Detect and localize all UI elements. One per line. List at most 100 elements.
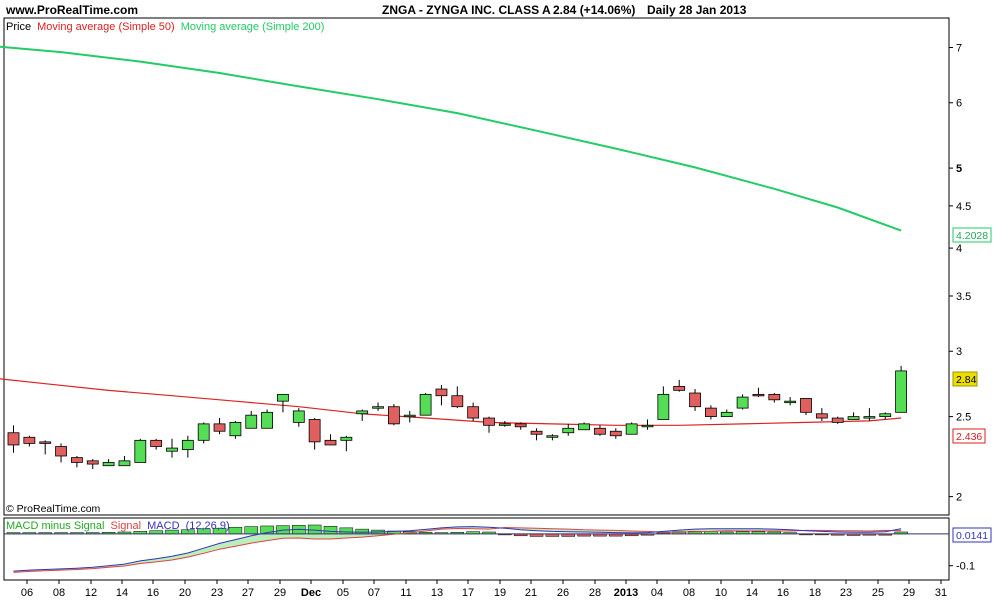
x-tick-label: 26 [557,587,569,599]
candle-body [641,424,654,428]
candle-body [689,392,701,408]
candle-body [625,423,638,435]
candle-body [181,439,194,451]
candle-body [435,388,448,397]
price-y-tick-label: 7 [956,42,962,54]
candle-body [800,398,812,413]
x-tick-label: 28 [589,587,601,599]
x-tick-label: Dec [301,587,321,599]
candle-body [657,393,670,420]
x-tick-label: 20 [179,587,191,599]
ma200-line [0,45,902,232]
candle-body [134,439,147,463]
x-tick-label: 29 [274,587,286,599]
candle-body [372,406,384,409]
candle-body [7,432,20,446]
candle-body [86,460,99,465]
x-tick-label: 08 [683,587,695,599]
candle-body [863,416,876,419]
x-tick-label: 13 [431,587,443,599]
legend-price: Price [6,21,31,33]
candle-body [847,416,860,420]
price-y-tick-label: 4 [956,243,962,255]
price-change: 2.84 (+14.06%) [553,3,635,17]
candle-body [213,423,226,432]
signal-line [13,526,902,573]
macd-value-tag [952,527,992,543]
candle-body [55,446,67,457]
x-tick-label: 18 [809,587,821,599]
candle-body [292,410,305,423]
macd-line [13,526,902,572]
candle-body [546,435,559,438]
macd-hist-bar [244,526,258,535]
price-y-tick-label: 2 [956,492,962,504]
candle-body [815,413,828,419]
x-tick-label: 27 [242,587,254,599]
candle-body [340,436,353,441]
candle-body [23,436,36,444]
ma50-line [0,378,902,426]
macd-plot [4,524,949,573]
price-y-tick-label: 6 [956,98,962,110]
x-tick-label: 14 [116,587,128,599]
x-tick-label: 05 [337,587,349,599]
candle-body [308,419,321,443]
copyright-label: © ProRealTime.com [6,503,101,515]
candle-body [356,410,369,415]
candle-body [229,421,242,437]
ma200-value-label: 4.2028 [956,230,988,242]
price-panel [3,17,950,516]
candle-body [387,406,400,425]
candle-body [102,462,115,467]
candles-series [7,365,907,470]
candle-body [752,393,765,397]
x-tick-label: 17 [462,587,474,599]
candle-body [197,423,210,441]
x-tick-label: 23 [840,587,852,599]
macd-params: (12,26,9) [186,520,230,532]
x-tick-label: 16 [777,587,789,599]
last-price-tag [952,371,978,387]
candle-body [879,413,892,418]
price-y-tick-label: 2.5 [956,412,971,424]
x-tick-label: 23 [211,587,223,599]
ma50-value-tag [952,428,986,444]
price-y-tick-label: 3.5 [956,291,971,303]
macd-value-label: 0.0141 [956,530,988,542]
ma50-series [0,378,902,426]
macd-hist-bar [355,528,369,535]
site-label[interactable]: www.ProRealTime.com [5,3,138,17]
candle-body [39,441,52,444]
instrument-title: ZNGA - ZYNGA INC. CLASS A [382,3,551,17]
macd-hist-bar [323,526,338,535]
candle-body [419,393,432,416]
candle-body [530,430,543,435]
candle-body [467,406,480,419]
ma200-series [0,45,902,232]
last-price-label: 2.84 [956,374,977,386]
candle-body [71,457,83,463]
candle-body [150,439,163,447]
price-y-tick-label: 3 [956,346,962,358]
candle-body [736,396,749,409]
candle-body [324,439,337,446]
candle-body [245,414,258,429]
price-y-tick-label: 5 [956,163,962,175]
x-tick-label: 04 [651,587,663,599]
x-tick-label: 25 [872,587,884,599]
x-tick-label: 29 [903,587,915,599]
candle-body [277,393,289,402]
candle-body [498,423,511,426]
candle-body [768,393,781,401]
period-label: Daily 28 Jan 2013 [647,3,747,17]
legend-ma200: Moving average (Simple 200) [181,21,325,33]
candle-body [784,400,797,404]
x-tick-label: 10 [715,587,727,599]
macd-legend: MACD minus Signal Signal MACD (12,26,9) [6,520,230,532]
x-tick-label: 19 [494,587,506,599]
x-tick-label: 06 [21,587,33,599]
x-tick-label: 07 [368,587,380,599]
x-tick-label: 08 [53,587,65,599]
